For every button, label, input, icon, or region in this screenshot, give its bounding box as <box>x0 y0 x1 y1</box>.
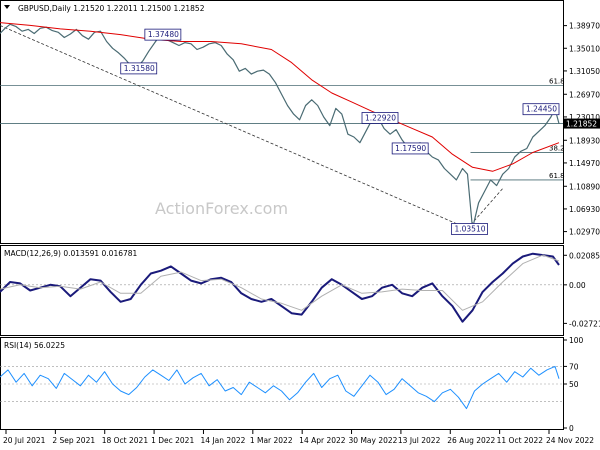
last-price-box <box>564 118 600 129</box>
x-tick-label: 1 Mar 2022 <box>250 436 293 445</box>
y-tick-label: 1.31050 <box>569 67 600 76</box>
x-tick-label: 26 Aug 2022 <box>447 436 495 445</box>
y-tick-label: 1.38970 <box>569 22 600 31</box>
fib-label: 61.8 <box>549 78 565 86</box>
x-tick-label: 18 Oct 2021 <box>102 436 149 445</box>
rsi-panel-title: RSI(14) 56.0225 <box>4 341 65 350</box>
x-tick-label: 24 Nov 2022 <box>546 436 594 445</box>
x-tick-label: 14 Apr 2022 <box>299 436 346 445</box>
series-rsi <box>0 365 560 410</box>
series-macd <box>0 252 560 323</box>
y-tick-label: 0 <box>569 424 574 433</box>
price-label-box <box>361 112 399 124</box>
price-label-box <box>451 223 488 235</box>
price-label: 1.17590 <box>395 144 426 153</box>
macd-panel-title: MACD(12,26,9) 0.013591 0.016781 <box>4 249 138 258</box>
y-tick-label: 1.35010 <box>569 44 600 53</box>
y-tick-label: 50 <box>569 380 579 389</box>
macd-y-axis: 0.020858 0.00 -0.027213 <box>563 251 600 328</box>
macd-series-group <box>0 252 560 323</box>
y-tick-label: 0.00 <box>569 281 586 290</box>
price-label: 1.31580 <box>124 64 155 73</box>
y-tick-label: 1.06930 <box>569 205 600 214</box>
trendline <box>467 188 503 229</box>
rsi-series-group <box>0 365 560 410</box>
watermark: ActionForex.com <box>155 199 288 218</box>
price-labels: 1.37480 1.31580 1.22920 1.17590 1.03510 1.244… <box>120 28 560 235</box>
price-panel: GBPUSD,Daily 1.21520 1.22011 1.21500 1.2… <box>0 0 600 244</box>
x-tick-label: 30 May 2022 <box>349 436 398 445</box>
macd-panel: MACD(12,26,9) 0.013591 0.016781 0.020858… <box>0 245 600 336</box>
price-label-box <box>522 103 560 116</box>
y-tick-label: 100 <box>569 336 584 345</box>
last-price-marker: 1.21852 <box>564 118 600 129</box>
fib-label: 38.2 <box>549 144 565 152</box>
series-signal <box>0 254 560 311</box>
price-label: 1.22920 <box>365 113 396 122</box>
y-tick-label: 0.020858 <box>569 251 600 260</box>
price-panel-title: GBPUSD,Daily 1.21520 1.22011 1.21500 1.2… <box>18 4 205 13</box>
y-tick-label: 1.23010 <box>569 113 600 122</box>
x-tick-label: 14 Jan 2022 <box>200 436 245 445</box>
collapse-arrow-icon[interactable] <box>4 5 10 9</box>
series-price <box>0 23 560 230</box>
y-tick-label: 70 <box>569 362 579 371</box>
price-panel-frame <box>0 0 564 244</box>
price-horizontal-lines: 61.8 38.2 61.8 <box>0 78 565 181</box>
rsi-panel: RSI(14) 56.0225 100 70 50 0 <box>0 336 584 433</box>
y-tick-label: 1.14970 <box>569 159 600 168</box>
last-price-label: 1.21852 <box>566 120 597 129</box>
x-tick-label: 20 Jul 2021 <box>3 436 46 445</box>
y-tick-label: 1.26970 <box>569 90 600 99</box>
price-label-box <box>391 142 429 155</box>
price-series-group <box>0 22 560 230</box>
price-label-box <box>144 28 182 41</box>
x-tick-label: 1 Dec 2021 <box>151 436 194 445</box>
price-label: 1.24450 <box>526 105 557 114</box>
series-moving-average <box>0 22 560 172</box>
y-tick-label: 1.18930 <box>569 136 600 145</box>
y-tick-label: 1.10890 <box>569 182 600 191</box>
x-tick-label: 2 Sep 2021 <box>52 436 95 445</box>
rsi-y-axis: 100 70 50 0 <box>563 336 584 433</box>
price-label-box <box>120 62 158 75</box>
price-y-axis: 1.38970 1.35010 1.31050 1.26970 1.23010 1.189… <box>563 22 600 237</box>
price-trendlines <box>0 25 503 229</box>
fib-label: 61.8 <box>549 172 565 180</box>
x-tick-label: 13 Jul 2022 <box>398 436 441 445</box>
x-axis: 20 Jul 2021 2 Sep 2021 18 Oct 2021 1 Dec 20… <box>3 430 594 445</box>
x-tick-label: 11 Oct 2022 <box>497 436 544 445</box>
y-tick-label: -0.027213 <box>569 319 600 328</box>
price-label: 1.03510 <box>454 224 485 233</box>
price-label: 1.37480 <box>148 30 179 39</box>
y-tick-label: 1.02970 <box>569 228 600 237</box>
